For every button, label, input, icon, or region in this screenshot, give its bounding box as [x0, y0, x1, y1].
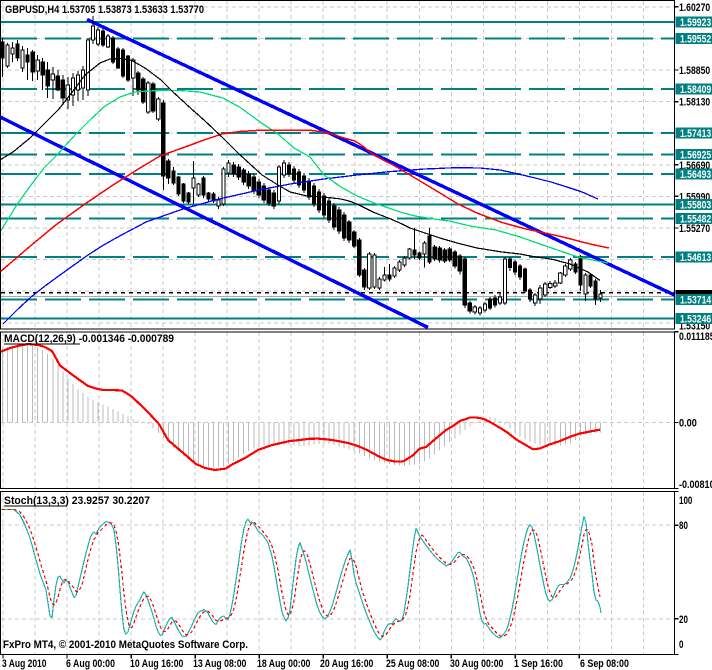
svg-text:20: 20: [679, 614, 688, 626]
svg-text:1 Sep 16:00: 1 Sep 16:00: [514, 658, 563, 670]
svg-text:FxPro MT4, © 2001-2010 MetaQuo: FxPro MT4, © 2001-2010 MetaQuotes Softwa…: [3, 639, 248, 651]
svg-text:1.56493: 1.56493: [680, 169, 711, 181]
svg-text:1.55803: 1.55803: [680, 199, 711, 211]
svg-text:1.58409: 1.58409: [680, 84, 711, 96]
svg-text:1.60270: 1.60270: [679, 2, 710, 14]
svg-text:Stoch(13,3,3) 23.9257 30.2207: Stoch(13,3,3) 23.9257 30.2207: [4, 495, 150, 507]
svg-text:30 Aug 00:00: 30 Aug 00:00: [450, 658, 503, 670]
svg-text:1.58850: 1.58850: [679, 65, 710, 77]
svg-text:1.58130: 1.58130: [679, 97, 710, 109]
svg-text:20 Aug 16:00: 20 Aug 16:00: [320, 658, 373, 670]
svg-text:80: 80: [679, 520, 688, 532]
svg-text:1.53246: 1.53246: [680, 314, 711, 326]
svg-text:MACD(12,26,9) -0.001346 -0.000: MACD(12,26,9) -0.001346 -0.000789: [4, 333, 174, 345]
svg-text:1.59552: 1.59552: [680, 34, 711, 46]
svg-text:1.57413: 1.57413: [680, 128, 711, 140]
svg-text:25 Aug 08:00: 25 Aug 08:00: [386, 658, 439, 670]
svg-text:100: 100: [679, 495, 692, 507]
svg-text:1.53714: 1.53714: [680, 294, 712, 306]
svg-text:0.011185: 0.011185: [679, 331, 712, 343]
svg-text:-0.00810: -0.00810: [679, 479, 712, 491]
svg-text:6 Sep 08:00: 6 Sep 08:00: [580, 658, 629, 670]
svg-text:0: 0: [679, 639, 683, 651]
svg-text:10 Aug 16:00: 10 Aug 16:00: [130, 658, 183, 670]
svg-text:GBPUSD,H4 1.53705 1.53873 1.5: GBPUSD,H4 1.53705 1.53873 1.53633 1.5377…: [5, 4, 204, 16]
svg-text:1.55270: 1.55270: [679, 223, 710, 235]
svg-text:6 Aug 00:00: 6 Aug 00:00: [66, 658, 115, 670]
svg-text:1.55482: 1.55482: [680, 214, 711, 226]
svg-text:1.59923: 1.59923: [680, 17, 711, 29]
svg-text:3 Aug 2010: 3 Aug 2010: [2, 658, 47, 670]
svg-text:18 Aug 00:00: 18 Aug 00:00: [257, 658, 310, 670]
svg-text:0.00: 0.00: [679, 418, 697, 430]
svg-text:13 Aug 08:00: 13 Aug 08:00: [193, 658, 246, 670]
svg-text:1.56925: 1.56925: [680, 150, 711, 162]
svg-text:1.54613: 1.54613: [680, 252, 711, 264]
